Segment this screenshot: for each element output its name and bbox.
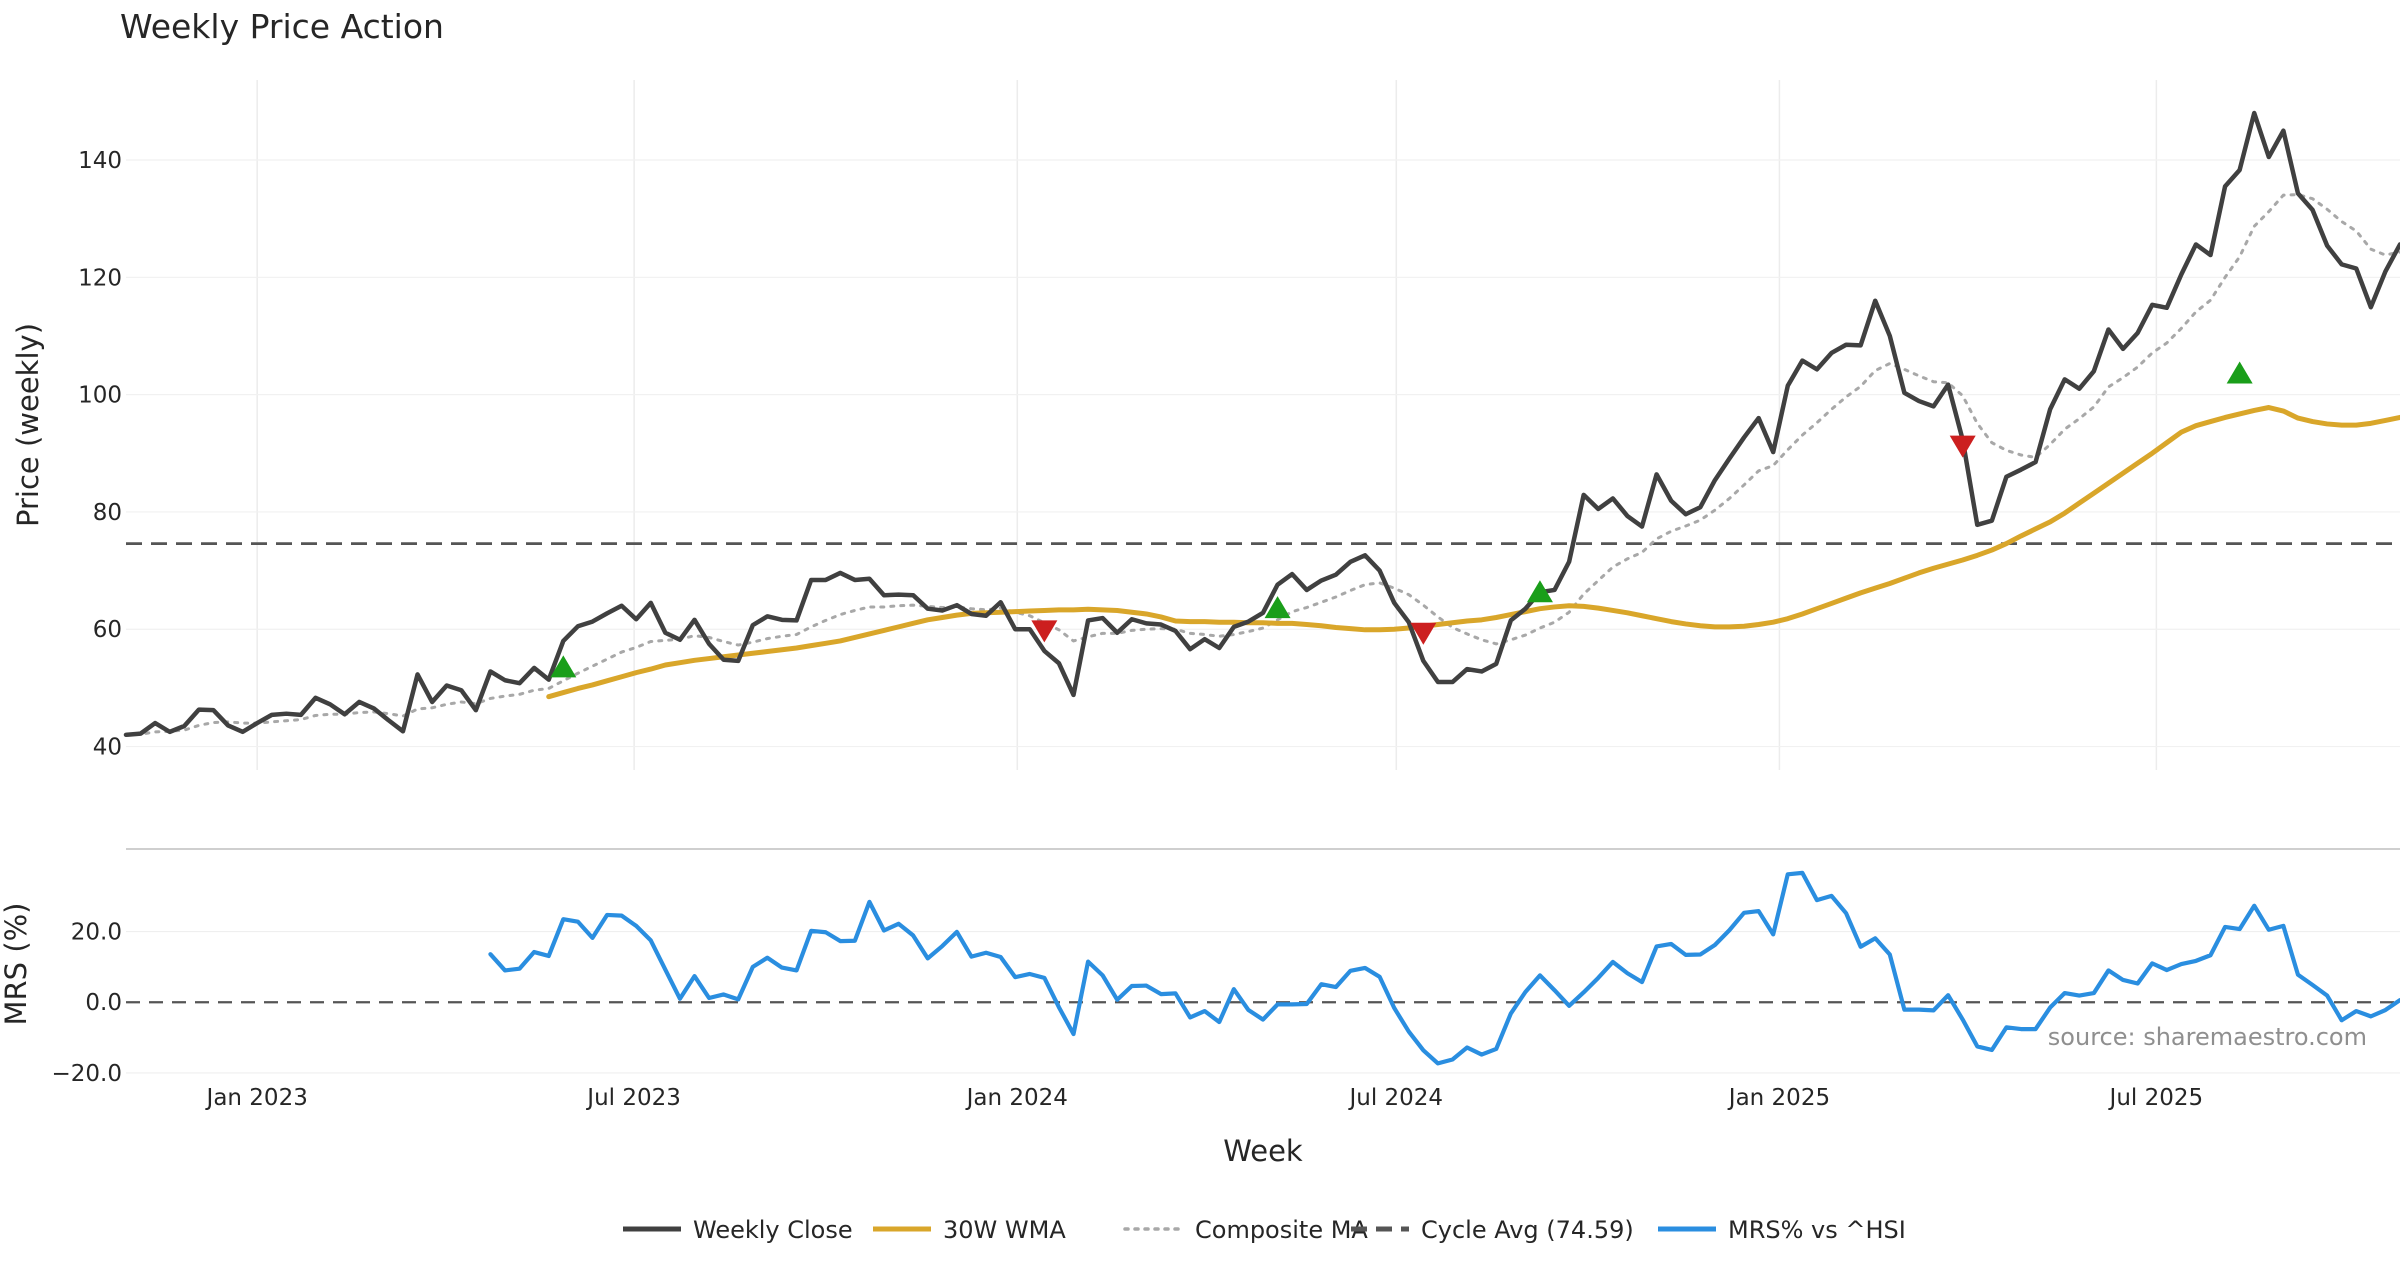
price-y-tick-label: 40 [93,735,122,761]
x-tick-label: Jul 2024 [1347,1085,1443,1111]
mrs-y-tick-label: 20.0 [71,920,122,946]
buy-signal-marker [2226,361,2253,384]
price-y-tick-label: 60 [93,617,122,643]
legend-item[interactable]: Composite MA [1123,1216,1368,1244]
source-annotation: source: sharemaestro.com [2048,1023,2367,1051]
price-panel [123,110,2400,738]
sell-signal-marker [1949,435,1976,458]
price-y-tick-label: 140 [78,148,122,174]
legend-label: MRS% vs ^HSI [1728,1216,1906,1244]
grid-layer [126,80,2400,1074]
legend-label: Cycle Avg (74.59) [1421,1216,1634,1244]
x-tick-label: Jul 2023 [585,1085,681,1111]
sell-signal-marker [1410,622,1437,645]
price-y-tick-label: 80 [93,500,122,526]
x-tick-label: Jan 2023 [205,1085,308,1111]
mrs-y-axis-label: MRS (%) [0,903,33,1026]
buy-signal-marker [550,655,577,678]
series-mrs-line [488,870,2400,1066]
legend-label: 30W WMA [943,1216,1066,1244]
chart-title: Weekly Price Action [120,7,444,46]
series-weekly-close-line [123,110,2400,738]
x-axis-label: Week [1223,1134,1303,1168]
mrs-panel [126,870,2400,1066]
x-tick-label: Jan 2024 [965,1085,1068,1111]
x-axis-ticks: Jan 2023 Jul 2023 Jan 2024 Jul 2024 Jan 2025… [205,1085,2204,1111]
series-30w-wma-line [546,405,2400,700]
x-tick-label: Jul 2025 [2108,1085,2204,1111]
legend-item[interactable]: Cycle Avg (74.59) [1351,1216,1634,1244]
y-axis-ticks: 40 60 80 100 120 140 20.0 0.0 −20.0 [52,148,122,1087]
legend[interactable]: Weekly Close 30W WMA Composite MA Cycle Avg… [623,1216,1906,1244]
legend-item[interactable]: Weekly Close [623,1216,853,1244]
price-y-axis-label: Price (weekly) [11,323,45,527]
price-y-tick-label: 100 [78,383,122,409]
legend-label: Composite MA [1195,1216,1368,1244]
legend-item[interactable]: 30W WMA [873,1216,1066,1244]
buy-signal-marker [1526,580,1553,603]
x-tick-label: Jan 2025 [1727,1085,1830,1111]
sell-signal-marker [1031,620,1058,643]
buy-signal-marker [1264,596,1291,619]
mrs-y-tick-label: 0.0 [85,990,122,1016]
mrs-y-tick-label: −20.0 [52,1061,122,1087]
series-composite-ma-line [124,193,2400,737]
legend-label: Weekly Close [693,1216,853,1244]
price-y-tick-label: 120 [78,265,122,291]
legend-item[interactable]: MRS% vs ^HSI [1658,1216,1906,1244]
